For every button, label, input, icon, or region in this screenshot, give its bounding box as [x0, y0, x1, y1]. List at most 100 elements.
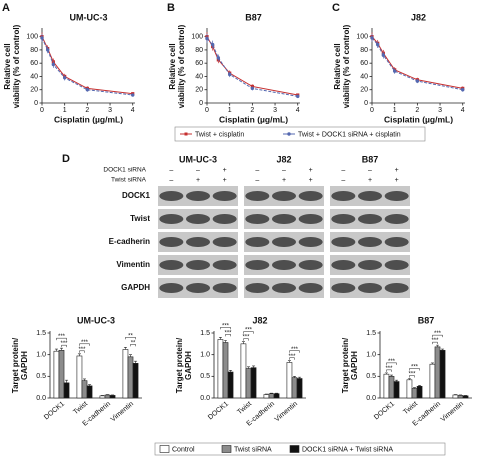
blot-band — [212, 260, 237, 270]
error-bar — [134, 360, 138, 364]
x-tick-label: Vimentin — [274, 401, 299, 424]
bar — [132, 363, 139, 399]
blot-band — [245, 237, 270, 247]
error-bar — [88, 384, 92, 386]
y-axis-label: viability (% of control) — [342, 24, 351, 108]
y-axis-label: GAPDH — [184, 351, 193, 380]
sig-label: *** — [78, 347, 86, 353]
blot-band — [186, 237, 210, 247]
point — [392, 69, 397, 73]
blot-band — [331, 191, 356, 201]
blot-band — [331, 283, 356, 293]
condition-sign: – — [255, 167, 259, 174]
error-bar — [407, 378, 411, 380]
y-tick-label: 1.5 — [200, 330, 210, 337]
y-axis-label: viability (% of control) — [177, 24, 186, 108]
bar — [411, 388, 418, 399]
x-tick-label: 3 — [438, 107, 442, 114]
sig-bracket — [432, 334, 443, 338]
panel-letter: C — [332, 2, 340, 14]
x-tick-label: DOCK1 — [43, 401, 66, 422]
bar — [286, 362, 293, 399]
y-tick-label: 0.0 — [200, 395, 210, 402]
error-bar — [60, 347, 63, 351]
protein-label: DOCK1 — [122, 191, 151, 200]
error-bar — [413, 387, 416, 389]
bar — [393, 381, 400, 399]
blot-band — [186, 260, 210, 270]
x-tick-label: DOCK1 — [373, 401, 396, 422]
condition-sign: + — [395, 167, 399, 174]
y-tick-label: 1.0 — [36, 352, 46, 359]
blot-band — [384, 214, 409, 224]
point — [51, 62, 56, 67]
condition-sign: – — [282, 167, 286, 174]
error-bar — [298, 376, 302, 379]
sig-label: *** — [81, 340, 89, 346]
point — [85, 88, 90, 92]
error-bar — [418, 385, 422, 387]
blot-band — [186, 191, 210, 201]
sig-bracket — [79, 343, 90, 346]
point — [381, 53, 386, 57]
error-bar — [441, 348, 445, 351]
x-tick-label: 2 — [250, 107, 254, 114]
blot-band — [186, 283, 210, 293]
sig-label: *** — [411, 365, 419, 371]
blot-band — [384, 191, 409, 201]
sig-label: *** — [61, 341, 69, 347]
legend-label: Twist + DOCK1 siRNA + cisplatin — [298, 131, 401, 138]
point — [461, 88, 465, 92]
sig-bracket — [130, 344, 136, 347]
condition-sign: – — [368, 167, 372, 174]
blot-band — [159, 214, 184, 224]
blot-band — [331, 260, 356, 270]
sig-bracket — [243, 331, 254, 334]
bar — [388, 376, 395, 399]
legend-box — [174, 126, 426, 142]
bar — [104, 394, 111, 399]
blot-band — [358, 260, 382, 270]
y-tick-label: 0.5 — [36, 373, 46, 380]
sig-label: *** — [385, 366, 393, 372]
blot-band — [212, 283, 237, 293]
y-axis-label: Relative cell — [333, 43, 342, 89]
bar — [429, 363, 436, 399]
sig-bracket — [56, 337, 67, 341]
legend-box — [154, 442, 446, 456]
point — [40, 36, 44, 40]
y-tick-label: 0.5 — [200, 373, 210, 380]
bar — [240, 343, 247, 399]
sig-label: *** — [291, 347, 299, 353]
protein-label: GAPDH — [121, 283, 150, 292]
blot-band — [298, 214, 323, 224]
bar — [222, 342, 229, 399]
sig-bracket — [386, 369, 392, 372]
y-tick-label: 1.5 — [366, 330, 376, 337]
chart-title: B87 — [245, 12, 262, 22]
error-bar — [252, 365, 256, 368]
x-tick-label: DOCK1 — [207, 401, 230, 422]
blot-band — [159, 191, 184, 201]
condition-sign: + — [309, 167, 313, 174]
blot-band — [159, 260, 184, 270]
sig-label: *** — [225, 330, 233, 336]
error-bar — [77, 353, 81, 356]
y-tick-label: 20 — [195, 87, 203, 94]
error-bar — [241, 341, 245, 344]
sig-bracket — [386, 362, 397, 365]
sig-label: *** — [242, 335, 250, 341]
bar — [81, 380, 88, 399]
bar — [109, 395, 116, 399]
cell-line-label: J82 — [276, 154, 291, 164]
y-tick-label: 40 — [30, 73, 38, 80]
protein-label: E-cadherin — [109, 237, 150, 246]
error-bar — [247, 366, 250, 369]
blot-band — [272, 237, 296, 247]
condition-sign: – — [169, 167, 173, 174]
point — [296, 94, 300, 99]
x-tick-label: 2 — [85, 107, 89, 114]
blot-band — [358, 237, 382, 247]
point — [210, 42, 215, 47]
x-tick-label: 0 — [370, 107, 374, 114]
